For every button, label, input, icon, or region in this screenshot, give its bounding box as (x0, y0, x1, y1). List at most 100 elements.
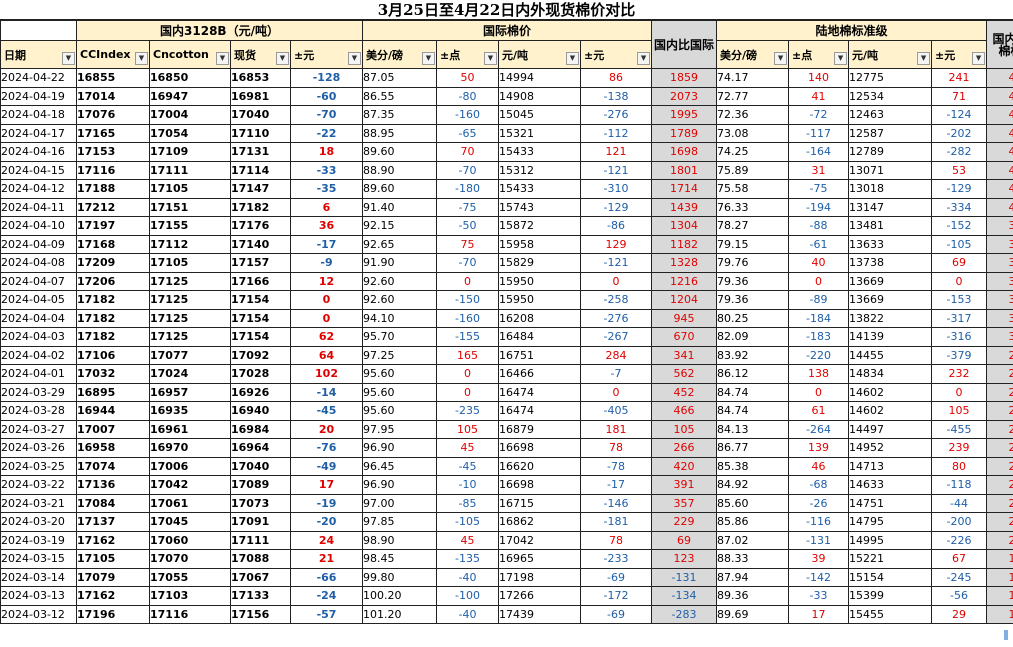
cell-intl-yuan[interactable]: 16466 (498, 364, 581, 384)
cell-ratio-landed[interactable]: 1913 (986, 567, 1013, 587)
cell-ratio-intl[interactable]: 1304 (651, 216, 718, 236)
cell-cncotton[interactable]: 16957 (149, 382, 231, 402)
cell-landed-yuan[interactable]: 12463 (848, 105, 933, 125)
cell-landed-yuan[interactable]: 15221 (848, 549, 933, 569)
cell-intl-yuan[interactable]: 16715 (498, 493, 581, 513)
cell-ratio-landed[interactable]: 4035 (986, 197, 1013, 217)
cell-landed-yuan[interactable]: 13669 (848, 290, 933, 310)
cell-intl-change[interactable]: -138 (579, 86, 653, 106)
cell-intl-change[interactable]: 86 (579, 68, 653, 88)
cell-landed-change[interactable]: 0 (931, 271, 988, 291)
cell-landed-cents[interactable]: 82.09 (716, 327, 790, 347)
cell-domestic-change[interactable]: -35 (290, 179, 363, 199)
cell-intl-change[interactable]: -267 (579, 327, 653, 347)
cell-intl-points[interactable]: 45 (436, 530, 499, 550)
cell-domestic-change[interactable]: -17 (290, 234, 363, 254)
cell-cncotton[interactable]: 17077 (149, 345, 231, 365)
cell-domestic-change[interactable]: -9 (290, 253, 363, 273)
cell-domestic-change[interactable]: 6 (290, 197, 363, 217)
cell-intl-cents[interactable]: 92.65 (362, 234, 437, 254)
cell-domestic-change[interactable]: -19 (290, 493, 363, 513)
cell-spot[interactable]: 17147 (230, 179, 291, 199)
cell-spot[interactable]: 17166 (230, 271, 291, 291)
cell-landed-points[interactable]: -117 (788, 123, 850, 143)
cell-ratio-intl[interactable]: 452 (651, 382, 718, 402)
cell-intl-points[interactable]: -155 (436, 327, 499, 347)
cell-domestic-change[interactable]: -20 (290, 512, 363, 532)
cell-landed-yuan[interactable]: 13822 (848, 308, 933, 328)
cell-domestic-change[interactable]: 102 (290, 364, 363, 384)
cell-landed-change[interactable]: -105 (931, 234, 988, 254)
cell-intl-yuan[interactable]: 15950 (498, 290, 581, 310)
cell-spot[interactable]: 17131 (230, 142, 291, 162)
dropdown-arrow-icon[interactable]: ▼ (774, 52, 788, 65)
cell-landed-change[interactable]: 0 (931, 382, 988, 402)
cell-ratio-intl[interactable]: 229 (651, 512, 718, 532)
cell-date[interactable]: 2024-03-12 (0, 604, 77, 624)
cell-intl-yuan[interactable]: 14908 (498, 86, 581, 106)
cell-cncotton[interactable]: 17111 (149, 160, 231, 180)
cell-intl-yuan[interactable]: 17266 (498, 586, 581, 606)
cell-date[interactable]: 2024-04-11 (0, 197, 77, 217)
cell-intl-change[interactable]: -310 (579, 179, 653, 199)
cell-intl-yuan[interactable]: 15433 (498, 179, 581, 199)
cell-intl-cents[interactable]: 97.85 (362, 512, 437, 532)
cell-spot[interactable]: 17092 (230, 345, 291, 365)
cell-intl-points[interactable]: -100 (436, 586, 499, 606)
cell-intl-cents[interactable]: 95.60 (362, 382, 437, 402)
cell-cncotton[interactable]: 17042 (149, 475, 231, 495)
cell-landed-cents[interactable]: 85.38 (716, 456, 790, 476)
cell-landed-cents[interactable]: 79.76 (716, 253, 790, 273)
cell-landed-points[interactable]: -184 (788, 308, 850, 328)
cell-ccindex[interactable]: 17074 (76, 456, 150, 476)
dropdown-arrow-icon[interactable]: ▼ (216, 52, 229, 65)
cell-spot[interactable]: 17156 (230, 604, 291, 624)
cell-intl-yuan[interactable]: 15950 (498, 271, 581, 291)
cell-ccindex[interactable]: 17153 (76, 142, 150, 162)
cell-intl-points[interactable]: -40 (436, 604, 499, 624)
cell-landed-cents[interactable]: 85.60 (716, 493, 790, 513)
cell-domestic-change[interactable]: 0 (290, 308, 363, 328)
cell-landed-yuan[interactable]: 15154 (848, 567, 933, 587)
cell-landed-points[interactable]: 31 (788, 160, 850, 180)
cell-cncotton[interactable]: 17060 (149, 530, 231, 550)
cell-landed-cents[interactable]: 80.25 (716, 308, 790, 328)
cell-date[interactable]: 2024-04-03 (0, 327, 77, 347)
cell-landed-cents[interactable]: 79.36 (716, 271, 790, 291)
cell-landed-change[interactable]: 241 (931, 68, 988, 88)
cell-ratio-intl[interactable]: 2073 (651, 86, 718, 106)
cell-intl-change[interactable]: -86 (579, 216, 653, 236)
cell-ratio-intl[interactable]: 670 (651, 327, 718, 347)
cell-ratio-landed[interactable]: 4447 (986, 86, 1013, 106)
cell-intl-change[interactable]: -112 (579, 123, 653, 143)
cell-landed-yuan[interactable]: 14602 (848, 382, 933, 402)
cell-ratio-landed[interactable]: 3015 (986, 327, 1013, 347)
cell-ratio-intl[interactable]: 1182 (651, 234, 718, 254)
cell-ratio-landed[interactable]: 4129 (986, 179, 1013, 199)
cell-landed-change[interactable]: -124 (931, 105, 988, 125)
cell-landed-yuan[interactable]: 14602 (848, 401, 933, 421)
cell-spot[interactable]: 16926 (230, 382, 291, 402)
cell-intl-yuan[interactable]: 16208 (498, 308, 581, 328)
cell-spot[interactable]: 17182 (230, 197, 291, 217)
cell-ratio-landed[interactable]: 3419 (986, 253, 1013, 273)
cell-intl-change[interactable]: -121 (579, 253, 653, 273)
cell-ratio-landed[interactable]: 3485 (986, 290, 1013, 310)
cell-intl-cents[interactable]: 89.60 (362, 179, 437, 199)
cell-intl-yuan[interactable]: 16474 (498, 401, 581, 421)
cell-intl-yuan[interactable]: 15958 (498, 234, 581, 254)
cell-intl-points[interactable]: -160 (436, 105, 499, 125)
cell-intl-change[interactable]: -129 (579, 197, 653, 217)
cell-date[interactable]: 2024-03-19 (0, 530, 77, 550)
cell-cncotton[interactable]: 17125 (149, 271, 231, 291)
cell-cncotton[interactable]: 17055 (149, 567, 231, 587)
cell-landed-change[interactable]: -118 (931, 475, 988, 495)
cell-landed-yuan[interactable]: 12775 (848, 68, 933, 88)
cell-intl-points[interactable]: -180 (436, 179, 499, 199)
cell-landed-cents[interactable]: 79.36 (716, 290, 790, 310)
cell-intl-cents[interactable]: 92.60 (362, 290, 437, 310)
cell-intl-cents[interactable]: 86.55 (362, 86, 437, 106)
cell-intl-change[interactable]: 181 (579, 419, 653, 439)
cell-date[interactable]: 2024-04-01 (0, 364, 77, 384)
cell-ratio-intl[interactable]: 466 (651, 401, 718, 421)
